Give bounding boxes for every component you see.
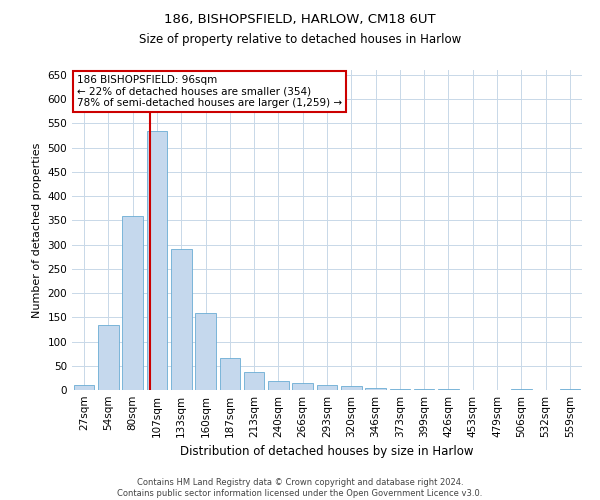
Bar	[317, 385, 337, 390]
Text: 186, BISHOPSFIELD, HARLOW, CM18 6UT: 186, BISHOPSFIELD, HARLOW, CM18 6UT	[164, 12, 436, 26]
Bar	[560, 388, 580, 390]
Bar	[389, 388, 410, 390]
Text: Contains HM Land Registry data © Crown copyright and database right 2024.
Contai: Contains HM Land Registry data © Crown c…	[118, 478, 482, 498]
Bar	[511, 388, 532, 390]
Bar	[414, 388, 434, 390]
Bar	[146, 130, 167, 390]
Bar	[268, 382, 289, 390]
Bar	[365, 388, 386, 390]
Bar	[74, 385, 94, 390]
Y-axis label: Number of detached properties: Number of detached properties	[32, 142, 42, 318]
Bar	[244, 372, 265, 390]
Text: Size of property relative to detached houses in Harlow: Size of property relative to detached ho…	[139, 32, 461, 46]
Bar	[98, 324, 119, 390]
Text: 186 BISHOPSFIELD: 96sqm
← 22% of detached houses are smaller (354)
78% of semi-d: 186 BISHOPSFIELD: 96sqm ← 22% of detache…	[77, 75, 342, 108]
Bar	[171, 250, 191, 390]
X-axis label: Distribution of detached houses by size in Harlow: Distribution of detached houses by size …	[180, 446, 474, 458]
Bar	[438, 389, 459, 390]
Bar	[292, 382, 313, 390]
Bar	[220, 358, 240, 390]
Bar	[122, 216, 143, 390]
Bar	[195, 314, 216, 390]
Bar	[341, 386, 362, 390]
